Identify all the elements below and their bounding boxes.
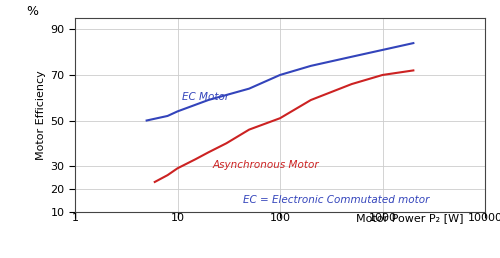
Text: EC Motor: EC Motor: [182, 92, 229, 102]
Text: 1: 1: [72, 213, 78, 223]
Text: EC = Electronic Commutated motor: EC = Electronic Commutated motor: [242, 195, 429, 205]
Text: 100: 100: [270, 213, 290, 223]
Text: Motor Power P₂ [W]: Motor Power P₂ [W]: [356, 213, 464, 223]
Text: 10: 10: [170, 213, 184, 223]
Text: Asynchronous Motor: Asynchronous Motor: [212, 160, 319, 170]
Text: 1000: 1000: [368, 213, 396, 223]
Y-axis label: Motor Efficiency: Motor Efficiency: [36, 70, 46, 160]
Text: %: %: [26, 5, 38, 18]
Text: 10000: 10000: [468, 213, 500, 223]
